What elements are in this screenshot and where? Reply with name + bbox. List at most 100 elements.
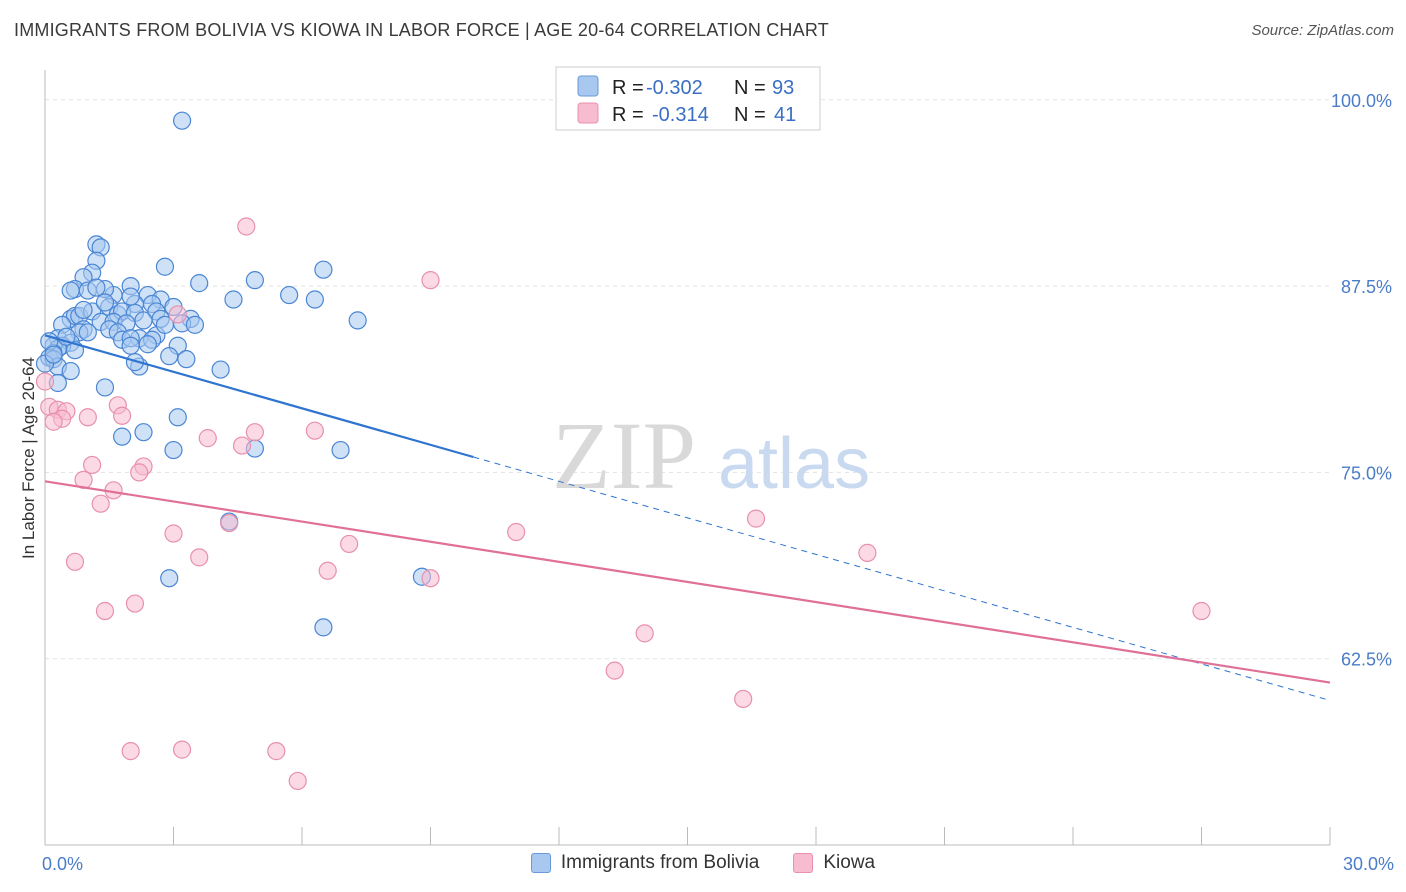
bolivia-point bbox=[121, 287, 140, 306]
kiowa-point bbox=[605, 661, 624, 680]
bolivia-point bbox=[138, 335, 157, 354]
bolivia-point bbox=[87, 278, 106, 297]
bolivia-point bbox=[134, 311, 153, 330]
watermark-zip: ZIP bbox=[552, 402, 696, 509]
series-kiowa bbox=[35, 217, 1211, 791]
bolivia-point bbox=[121, 336, 140, 355]
kiowa-point bbox=[421, 569, 440, 588]
x-tick-label: 0.0% bbox=[42, 854, 83, 874]
legend-n-value-1: 93 bbox=[772, 77, 794, 99]
bolivia-point bbox=[280, 285, 299, 305]
kiowa-point bbox=[65, 552, 85, 571]
bolivia-point bbox=[95, 378, 115, 397]
y-tick-label: 100.0% bbox=[1331, 91, 1392, 111]
kiowa-point bbox=[1192, 601, 1211, 621]
bolivia-point bbox=[190, 274, 209, 293]
kiowa-point bbox=[130, 463, 149, 482]
kiowa-point bbox=[125, 594, 145, 613]
axes: 100.0% 87.5% 75.0% 62.5% 0.0% 30.0% bbox=[42, 70, 1394, 874]
kiowa-point bbox=[35, 372, 55, 391]
legend-r-value-1: -0.302 bbox=[646, 77, 703, 99]
bolivia-point bbox=[61, 281, 80, 300]
kiowa-point bbox=[95, 601, 115, 621]
legend-swatch-kiowa bbox=[577, 102, 599, 124]
bolivia-point bbox=[314, 260, 333, 279]
kiowa-point bbox=[340, 534, 359, 554]
bottom-legend: Immigrants from Bolivia Kiowa bbox=[0, 852, 1406, 874]
bolivia-point bbox=[211, 360, 230, 379]
bolivia-point bbox=[331, 440, 350, 460]
bolivia-trend-extension bbox=[473, 456, 1331, 701]
bolivia-point bbox=[155, 257, 175, 276]
kiowa-point bbox=[318, 561, 337, 580]
chart-title: IMMIGRANTS FROM BOLIVIA VS KIOWA IN LABO… bbox=[14, 20, 829, 40]
y-axis-title: In Labor Force | Age 20-64 bbox=[19, 357, 38, 559]
legend-r-label-2: R = bbox=[612, 104, 644, 126]
top-legend: R = -0.302 N = 93 R = -0.314 N = 41 bbox=[555, 66, 821, 131]
kiowa-point bbox=[112, 406, 132, 425]
legend-n-label-2: N = bbox=[734, 104, 766, 126]
bottom-legend-swatch-kiowa bbox=[793, 853, 814, 873]
bolivia-point bbox=[245, 271, 264, 290]
bolivia-point bbox=[78, 323, 97, 342]
kiowa-point bbox=[172, 740, 192, 759]
kiowa-point bbox=[245, 423, 264, 442]
kiowa-point bbox=[734, 689, 753, 709]
y-tick-label: 75.0% bbox=[1341, 463, 1392, 483]
legend-swatch-bolivia bbox=[577, 75, 599, 97]
bolivia-point bbox=[224, 290, 243, 309]
watermark-atlas: atlas bbox=[718, 424, 870, 504]
kiowa-point bbox=[83, 455, 102, 475]
bottom-legend-label-kiowa: Kiowa bbox=[823, 852, 876, 873]
series-layer bbox=[35, 111, 1211, 791]
kiowa-point bbox=[635, 624, 654, 643]
bottom-legend-item-kiowa: Kiowa bbox=[793, 852, 875, 874]
bolivia-point bbox=[305, 290, 324, 309]
chart-source: Source: ZipAtlas.com bbox=[1251, 22, 1394, 39]
bottom-legend-label-bolivia: Immigrants from Bolivia bbox=[560, 852, 760, 873]
bolivia-trend-line bbox=[44, 334, 474, 459]
kiowa-point bbox=[78, 408, 97, 427]
legend-n-label-1: N = bbox=[734, 77, 766, 99]
bolivia-point bbox=[112, 427, 132, 446]
bolivia-point bbox=[160, 347, 179, 366]
bolivia-point bbox=[164, 440, 183, 460]
kiowa-point bbox=[507, 522, 526, 542]
series-bolivia bbox=[35, 111, 432, 637]
bolivia-point bbox=[44, 345, 63, 364]
kiowa-point bbox=[91, 494, 110, 513]
bolivia-point bbox=[185, 315, 205, 334]
kiowa-point bbox=[168, 305, 187, 324]
kiowa-point bbox=[858, 543, 877, 562]
kiowa-point bbox=[267, 742, 286, 761]
bolivia-point bbox=[177, 350, 196, 369]
bolivia-point bbox=[155, 315, 175, 334]
y-tick-label: 87.5% bbox=[1341, 277, 1392, 297]
kiowa-trend-line bbox=[44, 480, 1331, 684]
bolivia-point bbox=[168, 408, 187, 427]
kiowa-point bbox=[232, 436, 252, 455]
bolivia-point bbox=[160, 569, 179, 588]
kiowa-point bbox=[164, 524, 183, 543]
gridlines bbox=[45, 99, 1330, 660]
kiowa-point bbox=[44, 412, 63, 431]
bottom-legend-swatch-bolivia bbox=[530, 853, 551, 873]
kiowa-point bbox=[190, 548, 209, 567]
bolivia-point bbox=[134, 423, 153, 442]
trend-layer bbox=[44, 334, 1331, 701]
kiowa-point bbox=[220, 513, 239, 533]
bolivia-point bbox=[61, 361, 80, 381]
kiowa-point bbox=[198, 429, 217, 448]
bottom-legend-item-bolivia: Immigrants from Bolivia bbox=[530, 852, 760, 874]
legend-n-value-2: 41 bbox=[774, 104, 796, 126]
kiowa-point bbox=[237, 217, 256, 236]
legend-r-label-1: R = bbox=[612, 77, 644, 99]
bolivia-point bbox=[74, 300, 93, 320]
kiowa-point bbox=[288, 771, 307, 791]
kiowa-point bbox=[746, 509, 766, 528]
kiowa-point bbox=[121, 742, 140, 761]
bolivia-point bbox=[348, 311, 367, 330]
kiowa-point bbox=[305, 421, 324, 440]
kiowa-point bbox=[421, 271, 440, 290]
